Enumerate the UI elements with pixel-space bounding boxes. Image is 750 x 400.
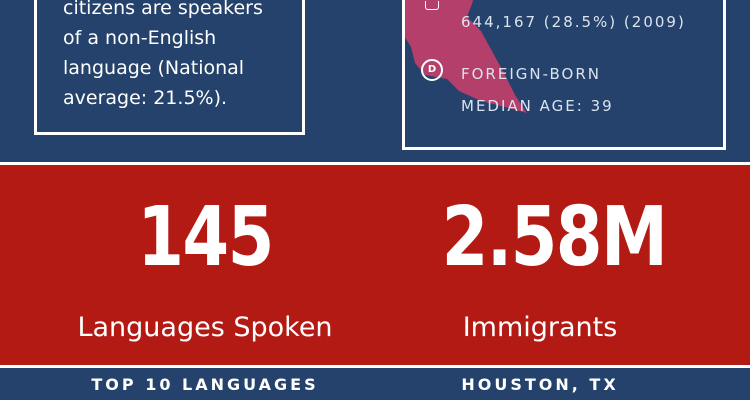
foreign-born-label: FOREIGN-BORN bbox=[461, 65, 601, 83]
fact-line: of a non-English bbox=[63, 27, 217, 49]
foreign-born-count: 644,167 (28.5%) (2009) bbox=[461, 13, 686, 31]
foreign-born-stats-box: 644,167 (28.5%) (2009) D FOREIGN-BORN ME… bbox=[402, 0, 726, 150]
foreign-born-icon: D bbox=[421, 59, 443, 81]
divider bbox=[0, 365, 750, 368]
language-fact-box: citizens are speakers of a non-English l… bbox=[34, 0, 305, 135]
median-age: MEDIAN AGE: 39 bbox=[461, 97, 614, 115]
fact-line: average: 21.5%). bbox=[63, 87, 228, 109]
top-languages-heading: TOP 10 LANGUAGES bbox=[91, 375, 319, 394]
divider bbox=[0, 162, 750, 165]
fact-line: citizens are speakers bbox=[63, 0, 263, 19]
stats-band: 145 Languages Spoken 2.58M Immigrants bbox=[0, 165, 750, 365]
immigrants-label: Immigrants bbox=[462, 312, 618, 343]
languages-label: Languages Spoken bbox=[77, 312, 333, 343]
top-section: citizens are speakers of a non-English l… bbox=[0, 0, 750, 162]
household-icon bbox=[425, 1, 439, 10]
texas-map-icon bbox=[405, 0, 527, 113]
city-heading: HOUSTON, TX bbox=[461, 375, 619, 394]
fact-line: language (National bbox=[63, 57, 245, 79]
immigrants-count: 2.58M bbox=[441, 190, 668, 285]
language-fact-text: citizens are speakers of a non-English l… bbox=[63, 0, 298, 113]
languages-count: 145 bbox=[137, 190, 274, 285]
